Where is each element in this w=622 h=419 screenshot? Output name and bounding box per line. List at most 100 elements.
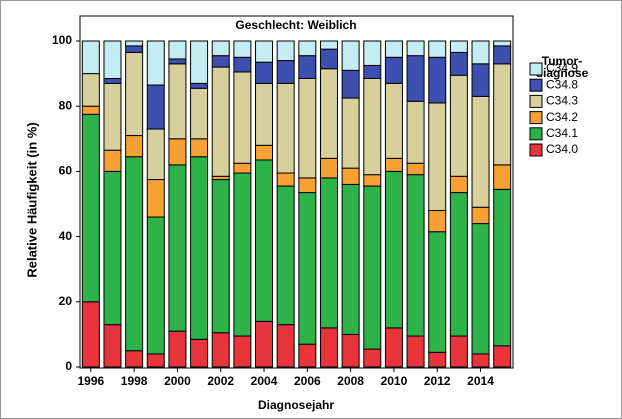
legend-title: diagnose — [536, 66, 589, 80]
bar-segment — [319, 157, 338, 179]
bar-segment — [298, 192, 317, 345]
bar-segment — [406, 162, 425, 176]
bar-segment — [428, 210, 447, 233]
bar-segment — [146, 40, 165, 86]
bar-segment — [493, 45, 512, 65]
bar-segment — [298, 343, 317, 368]
bar-segment — [255, 61, 274, 84]
bar-segment — [471, 63, 490, 97]
bar-segment — [449, 335, 468, 368]
bar-segment — [168, 63, 187, 140]
bar-segment — [471, 206, 490, 225]
bar-segment — [493, 63, 512, 166]
bar-segment — [276, 185, 295, 326]
bar-segment — [255, 159, 274, 322]
bar-segment — [384, 157, 403, 172]
bar-segment — [298, 40, 317, 57]
x-tick-label: 2004 — [251, 374, 278, 388]
legend-swatch — [529, 127, 543, 141]
bar-segment — [341, 183, 360, 335]
x-tick-label: 1996 — [77, 374, 104, 388]
bar-segment — [125, 51, 144, 137]
bar-segment — [363, 348, 382, 368]
bar-segment — [255, 82, 274, 146]
bar-segment — [493, 40, 512, 47]
x-tick-label: 2000 — [164, 374, 191, 388]
y-tick-label: 100 — [52, 33, 72, 47]
bar-segment — [276, 40, 295, 62]
bar-segment — [471, 223, 490, 355]
bar-segment — [81, 105, 100, 115]
y-axis-label: Relative Häufigkeit (in %) — [24, 122, 39, 277]
bar-segment — [190, 87, 209, 140]
bar-segment — [341, 333, 360, 368]
legend-swatch — [529, 111, 543, 125]
bar-segment — [276, 82, 295, 174]
bar-segment — [146, 353, 165, 368]
bar-segment — [168, 58, 187, 65]
bar-segment — [190, 82, 209, 89]
bar-segment — [341, 97, 360, 169]
bar-segment — [449, 74, 468, 177]
bar-segment — [103, 40, 122, 79]
bar-segment — [168, 40, 187, 60]
bar-segment — [363, 174, 382, 187]
legend-label: C34.3 — [546, 94, 578, 108]
y-tick-label: 80 — [59, 98, 73, 112]
bar-segment — [168, 330, 187, 368]
bar-segment — [449, 192, 468, 337]
x-tick-label: 2006 — [294, 374, 321, 388]
bar-segment — [449, 51, 468, 76]
legend-label: C34.9 — [546, 61, 578, 75]
bar-segment — [81, 113, 100, 303]
x-tick-label: 2010 — [381, 374, 408, 388]
bar-segment — [190, 138, 209, 158]
bar-segment — [406, 55, 425, 102]
bar-segment — [81, 40, 100, 75]
bar-segment — [125, 156, 144, 352]
bar-segment — [428, 231, 447, 353]
bar-segment — [298, 55, 317, 79]
bar-segment — [298, 77, 317, 179]
bar-segment — [211, 332, 230, 368]
bar-segment — [471, 40, 490, 65]
y-tick-label: 60 — [59, 164, 73, 178]
y-tick-label: 0 — [65, 359, 72, 373]
bar-segment — [341, 69, 360, 99]
bar-segment — [146, 128, 165, 181]
bar-segment — [449, 175, 468, 194]
bar-segment — [233, 172, 252, 337]
bar-segment — [384, 56, 403, 84]
bar-segment — [125, 350, 144, 368]
legend-swatch — [529, 94, 543, 108]
bar-segment — [103, 77, 122, 84]
bar-segment — [363, 185, 382, 350]
bar-segment — [125, 45, 144, 53]
bar-segment — [428, 40, 447, 58]
bar-segment — [190, 40, 209, 84]
bar-segment — [298, 177, 317, 194]
legend-label: C34.0 — [546, 142, 578, 156]
bar-segment — [168, 164, 187, 332]
bar-segment — [406, 40, 425, 57]
bar-segment — [103, 82, 122, 151]
bar-segment — [233, 40, 252, 58]
bar-segment — [233, 162, 252, 174]
bar-segment — [211, 66, 230, 177]
x-tick-label: 2008 — [337, 374, 364, 388]
bar-segment — [363, 64, 382, 79]
bar-segment — [384, 82, 403, 159]
plot-area — [79, 15, 514, 369]
bar-segment — [233, 71, 252, 164]
bar-segment — [406, 174, 425, 337]
bar-segment — [211, 40, 230, 57]
bar-segment — [211, 55, 230, 68]
x-axis-label: Diagnosejahr — [258, 398, 334, 412]
legend-title: Tumor- — [542, 54, 582, 68]
bar-segment — [233, 56, 252, 73]
bar-segment — [384, 327, 403, 368]
bar-segment — [255, 320, 274, 368]
legend-label: C34.1 — [546, 126, 578, 140]
bar-segment — [255, 144, 274, 161]
